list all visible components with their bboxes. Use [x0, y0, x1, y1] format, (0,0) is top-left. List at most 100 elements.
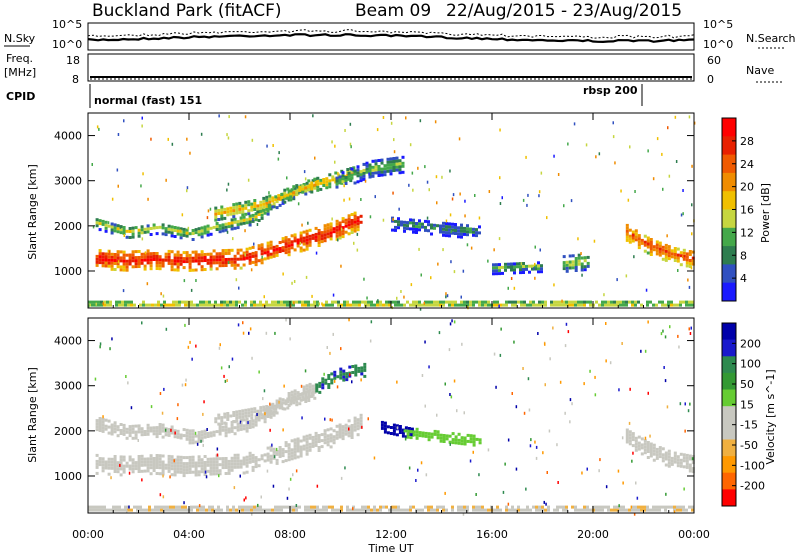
heatmap-cell: [415, 225, 418, 228]
heatmap-cell: [392, 169, 396, 172]
heatmap-cell: [287, 446, 291, 450]
heatmap-cell: [409, 436, 413, 440]
heatmap-cell: [248, 460, 252, 464]
heatmap-cell: [233, 486, 236, 490]
heatmap-cell: [116, 425, 120, 429]
heatmap-cell: [287, 452, 291, 456]
heatmap-cell: [688, 250, 692, 253]
heatmap-cell: [107, 463, 111, 467]
heatmap-cell: [439, 436, 443, 440]
heatmap-cell: [110, 225, 114, 229]
colorbar-step: [722, 209, 736, 229]
heatmap-cell: [460, 303, 463, 307]
heatmap-cell: [661, 456, 665, 460]
heatmap-cell: [353, 416, 357, 420]
heatmap-cell: [224, 425, 228, 429]
heatmap-cell: [256, 210, 260, 214]
heatmap-cell: [299, 231, 303, 235]
heatmap-cell: [568, 263, 572, 267]
heatmap-cell: [95, 221, 99, 225]
heatmap-cell: [191, 432, 195, 436]
heatmap-cell: [442, 303, 445, 307]
heatmap-cell: [142, 508, 145, 512]
heatmap-cell: [664, 249, 668, 253]
heatmap-cell: [682, 251, 686, 255]
heatmap-cell: [287, 392, 291, 395]
heatmap-cell: [382, 218, 385, 222]
heatmap-cell: [649, 244, 653, 247]
heatmap-cell: [155, 232, 159, 236]
heatmap-cell: [676, 455, 680, 459]
heatmap-cell: [329, 439, 333, 443]
heatmap-cell: [618, 388, 620, 392]
heatmap-cell: [248, 426, 252, 429]
heatmap-cell: [450, 230, 452, 234]
heatmap-cell: [101, 222, 105, 226]
heatmap-cell: [386, 157, 390, 161]
heatmap-cell: [464, 214, 466, 218]
heatmap-cell: [350, 231, 354, 234]
heatmap-cell: [574, 300, 577, 304]
heatmap-cell: [233, 257, 237, 261]
heatmap-cell: [98, 252, 102, 256]
heatmap-cell: [137, 234, 141, 238]
heatmap-cell: [568, 260, 572, 264]
heatmap-cell: [250, 205, 254, 209]
heatmap-cell: [688, 300, 691, 304]
heatmap-cell: [131, 259, 135, 263]
heatmap-cell: [289, 189, 293, 193]
heatmap-cell: [363, 277, 365, 281]
heatmap-cell: [101, 426, 105, 430]
heatmap-cell: [389, 432, 393, 435]
heatmap-cell: [301, 392, 305, 396]
heatmap-cell: [190, 508, 193, 512]
heatmap-cell: [567, 142, 569, 146]
heatmap-cell: [128, 471, 131, 475]
heatmap-cell: [673, 259, 677, 262]
heatmap-cell: [631, 505, 634, 509]
heatmap-cell: [451, 300, 454, 304]
heatmap-cell: [377, 165, 381, 168]
heatmap-cell: [335, 433, 339, 437]
heatmap-cell: [360, 366, 364, 370]
heatmap-cell: [361, 508, 364, 512]
heatmap-cell: [401, 431, 405, 435]
heatmap-cell: [673, 457, 677, 461]
heatmap-cell: [317, 241, 321, 244]
heatmap-cell: [374, 159, 378, 163]
heatmap-cell: [448, 434, 452, 438]
heatmap-cell: [338, 429, 342, 433]
heatmap-cell: [341, 232, 345, 236]
heatmap-cell: [182, 468, 186, 472]
heatmap-cell: [316, 176, 320, 180]
heatmap-cell: [436, 201, 438, 205]
heatmap-cell: [239, 222, 243, 226]
heatmap-cell: [186, 137, 188, 141]
heatmap-cell: [218, 224, 222, 228]
heatmap-cell: [208, 303, 211, 307]
heatmap-cell: [313, 300, 316, 304]
heatmap-cell: [259, 209, 263, 213]
heatmap-cell: [577, 262, 581, 266]
heatmap-cell: [205, 300, 208, 304]
nsky-trace: [87, 33, 695, 44]
heatmap-cell: [347, 217, 351, 221]
heatmap-cell: [223, 216, 227, 220]
heatmap-cell: [655, 505, 658, 509]
heatmap-cell: [248, 217, 252, 221]
heatmap-cell: [580, 300, 583, 304]
heatmap-cell: [101, 264, 105, 268]
heatmap-cell: [107, 425, 111, 429]
heatmap-cell: [107, 472, 111, 476]
heatmap-cell: [243, 498, 245, 502]
heatmap-cell: [376, 128, 379, 132]
heatmap-cell: [194, 473, 198, 477]
heatmap-cell: [541, 300, 544, 304]
heatmap-cell: [191, 357, 193, 361]
heatmap-cell: [251, 453, 255, 457]
heatmap-cell: [424, 165, 426, 169]
heatmap-cell: [397, 226, 400, 230]
heatmap-cell: [562, 267, 566, 271]
heatmap-cell: [293, 280, 296, 283]
heatmap-cell: [310, 303, 313, 307]
